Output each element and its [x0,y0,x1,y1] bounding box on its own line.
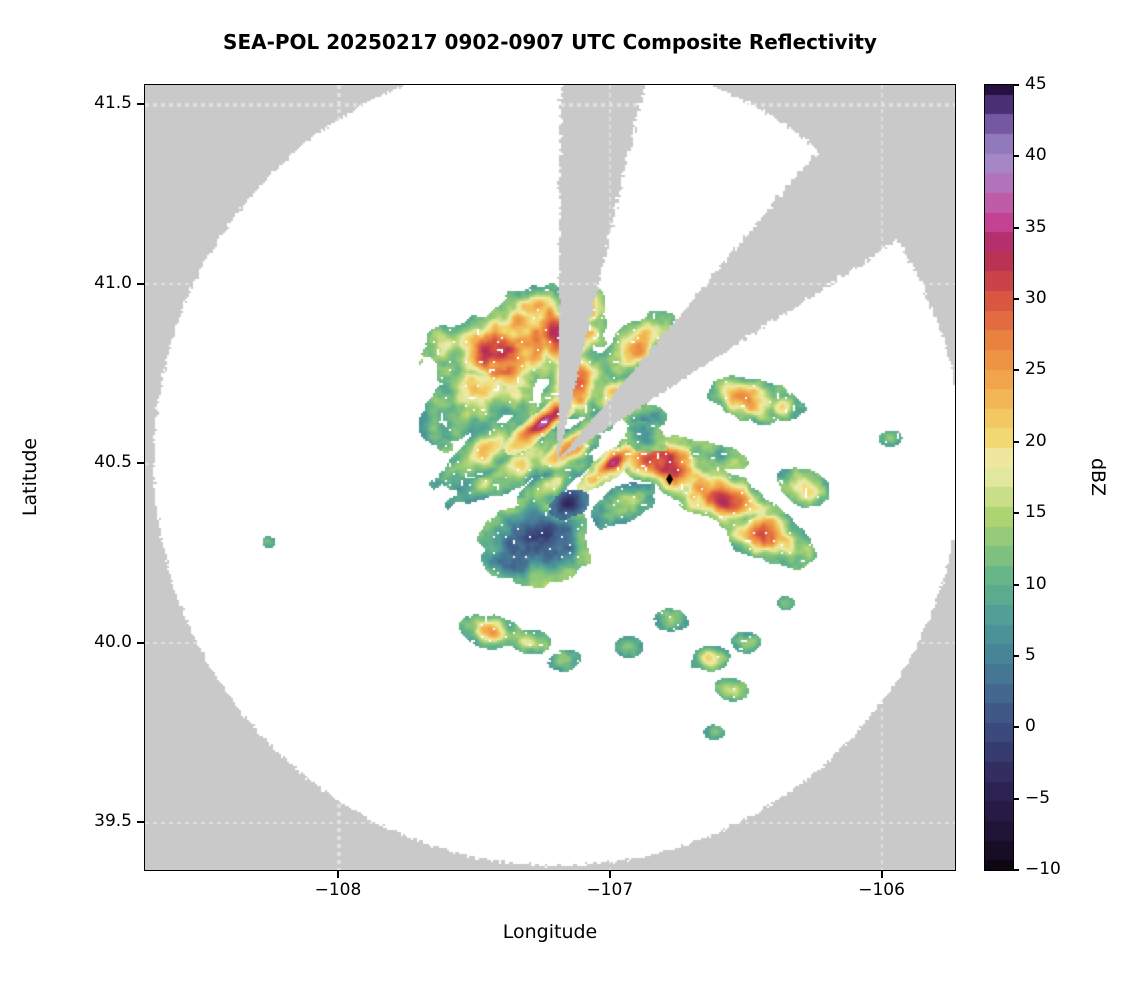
colorbar-tick-mark [1013,583,1019,586]
y-tick-mark [137,641,144,644]
colorbar-tick-mark [1013,726,1019,729]
y-tick-label: 41.5 [94,93,132,114]
colorbar-tick-mark [1013,869,1019,871]
colorbar-tick-mark [1013,654,1019,657]
colorbar-tick-mark [1013,369,1019,372]
y-tick-mark [137,282,144,285]
x-tick-mark [881,871,884,878]
colorbar-tick-label: 30 [1025,288,1047,309]
colorbar-tick-label: 10 [1025,573,1047,594]
x-tick-label: −108 [314,880,362,900]
colorbar-tick-label: −5 [1025,787,1051,808]
y-tick-mark [137,821,144,824]
y-tick-mark [137,462,144,465]
colorbar-tick-mark [1013,440,1019,443]
y-tick-mark [137,103,144,106]
colorbar-tick-label: 15 [1025,502,1047,523]
colorbar-tick-mark [1013,512,1019,515]
colorbar-tick-label: −10 [1025,859,1061,879]
colorbar-tick-label: 0 [1025,716,1036,737]
colorbar-tick-label: 35 [1025,216,1047,237]
y-axis-label: Latitude [19,437,41,517]
colorbar-tick-mark [1013,226,1019,229]
x-tick-label: −107 [586,880,634,900]
colorbar-tick-mark [1013,84,1019,86]
x-tick-mark [337,871,340,878]
x-axis-label: Longitude [502,921,598,943]
colorbar-tick-mark [1013,797,1019,800]
colorbar-tick-label: 20 [1025,430,1047,451]
y-tick-label: 39.5 [94,811,132,832]
colorbar-tick-label: 5 [1025,644,1036,665]
y-tick-label: 41.0 [94,272,132,293]
colorbar-tick-mark [1013,155,1019,158]
colorbar-label: dBZ [1087,457,1109,497]
colorbar-tick-mark [1013,298,1019,301]
y-tick-label: 40.0 [94,631,132,652]
x-tick-mark [609,871,612,878]
colorbar-tick-label: 40 [1025,145,1047,166]
y-tick-label: 40.5 [94,452,132,473]
x-tick-label: −106 [858,880,905,900]
colorbar-tick-label: 45 [1025,74,1047,94]
colorbar-tick-label: 25 [1025,359,1047,380]
colorbar-gradient [984,84,1014,871]
plot-title: SEA-POL 20250217 0902-0907 UTC Composite… [223,30,877,54]
radar-plot-canvas [144,84,956,871]
